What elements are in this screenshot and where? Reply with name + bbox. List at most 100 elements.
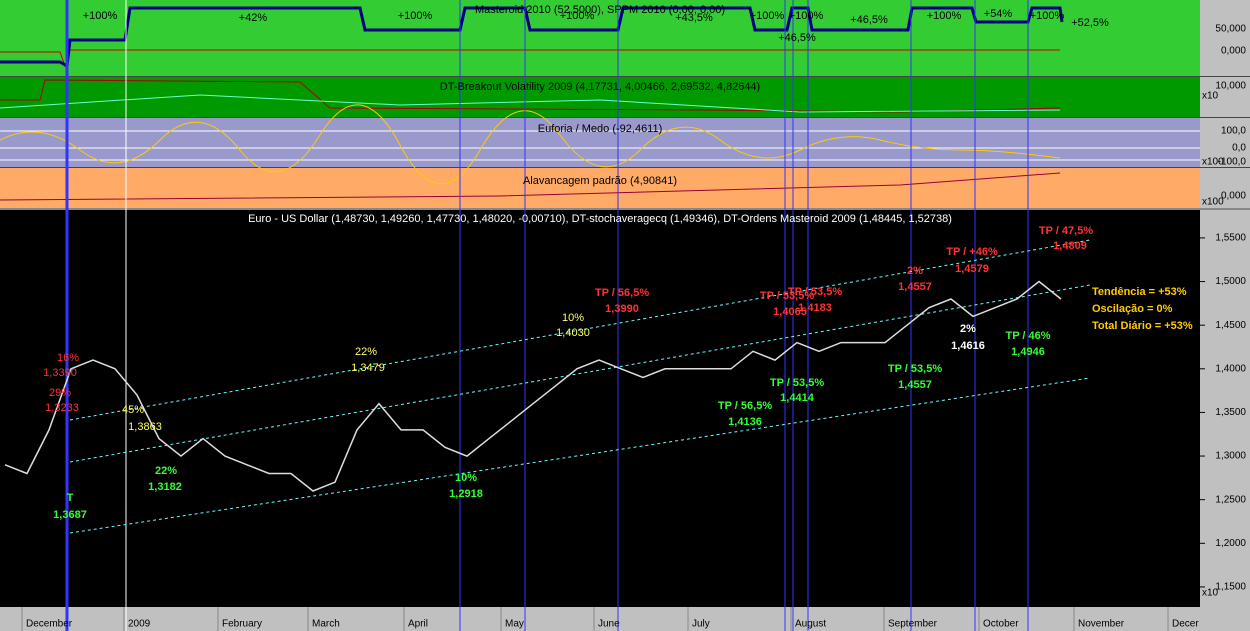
axis-label: x100 — [1202, 157, 1224, 168]
axis-label: 10,000 — [1215, 81, 1246, 92]
trade-annotation: TP / 46% — [1005, 330, 1050, 342]
x-tick-label: March — [312, 619, 340, 630]
trade-annotation: 1,4557 — [898, 281, 932, 293]
x-tick-label: November — [1078, 619, 1125, 630]
axis-label: x100 — [1202, 197, 1224, 208]
position-label: +43,5% — [675, 12, 713, 24]
x-tick-label: Decer — [1172, 619, 1199, 630]
channel-line — [69, 239, 1091, 421]
x-tick-label: December — [26, 619, 73, 630]
y-tick-label: 1,5500 — [1215, 233, 1246, 244]
axis-label: -100,0 — [1218, 157, 1247, 168]
x-tick-label: June — [598, 619, 620, 630]
y-tick-label: 1,4000 — [1215, 363, 1246, 374]
panel-title: DT-Breakout Volatility 2009 (4,17731, 4,… — [440, 81, 760, 93]
axis-label: x10 — [1202, 91, 1219, 102]
trade-annotation: TP / 56,5% — [718, 400, 772, 412]
x-tick-label: July — [692, 619, 710, 630]
x-tick-label: April — [408, 619, 428, 630]
y-tick-label: 1,3000 — [1215, 451, 1246, 462]
position-label: +46,5% — [778, 32, 816, 44]
y-tick-label: 1,2500 — [1215, 494, 1246, 505]
trade-annotation: TP / 53,5% — [788, 286, 842, 298]
x-axis — [0, 607, 1250, 631]
trade-annotation: 22% — [355, 346, 377, 358]
summary-label: Total Diário = +53% — [1092, 320, 1193, 332]
trade-annotation: 1,4183 — [798, 302, 832, 314]
trade-annotation: 1,4414 — [780, 392, 815, 404]
trade-annotation: 16% — [57, 352, 79, 364]
position-label: +100% — [927, 10, 962, 22]
axis-label: 0,0 — [1232, 143, 1246, 154]
masteroid-line — [0, 6, 1064, 69]
trade-annotation: 1,4579 — [955, 263, 989, 275]
volatility-line — [0, 94, 1061, 113]
x-tick-label: October — [983, 619, 1019, 630]
trade-annotation: 1,4065 — [773, 306, 807, 318]
trade-annotation: 1,3390 — [43, 367, 77, 379]
main-title: Euro - US Dollar (1,48730, 1,49260, 1,47… — [248, 213, 952, 225]
trade-annotation: TP / 53,5% — [770, 377, 824, 389]
trade-annotation: 1,3233 — [45, 402, 79, 414]
trade-annotation: TP / 47,5% — [1039, 225, 1093, 237]
trade-annotation: 1,4557 — [898, 379, 932, 391]
position-label: +46,5% — [850, 14, 888, 26]
masteroid-panel — [0, 0, 1200, 76]
channel-line — [69, 377, 1091, 534]
position-label: +42% — [239, 12, 268, 24]
trade-annotation: T — [67, 492, 74, 504]
position-label: +52,5% — [1071, 17, 1109, 29]
alavancagem-line — [0, 172, 1061, 201]
trade-annotation: 29% — [49, 387, 71, 399]
position-label: +100% — [789, 10, 824, 22]
x-tick-label: September — [888, 619, 938, 630]
y-tick-label: 1,4500 — [1215, 320, 1246, 331]
trade-annotation: 1,3863 — [128, 421, 162, 433]
y-tick-label: 1,3500 — [1215, 407, 1246, 418]
signal-lines — [65, 0, 1029, 631]
euforia-line — [0, 104, 1061, 185]
axis-label: 100,0 — [1221, 126, 1246, 137]
trade-annotation: 1,3990 — [605, 303, 639, 315]
x-tick-label: May — [505, 619, 524, 630]
trade-annotation: 22% — [155, 465, 177, 477]
position-label: +100% — [83, 10, 118, 22]
axis-label: 0,000 — [1221, 191, 1246, 202]
y-tick-label: 1,2000 — [1215, 538, 1246, 549]
trade-annotation: 1,4030 — [556, 327, 590, 339]
summary-label: Tendência = +53% — [1092, 286, 1187, 298]
position-label: +100% — [750, 10, 785, 22]
y-tick-label: 1,5000 — [1215, 276, 1246, 287]
trade-annotation: 2% — [907, 265, 923, 277]
axis-label: x10 — [1202, 588, 1219, 599]
euforia-panel — [0, 118, 1200, 167]
x-tick-label: 2009 — [128, 619, 151, 630]
position-label: +100% — [1030, 10, 1065, 22]
panel-title: Alavancagem padrão (4,90841) — [523, 175, 677, 187]
trade-annotation: TP / +46% — [946, 246, 998, 258]
trade-annotation: TP / 56,5% — [595, 287, 649, 299]
position-label: +100% — [398, 10, 433, 22]
position-label: +100% — [560, 10, 595, 22]
price-line — [4, 280, 1062, 492]
y-tick-label: 1,1500 — [1215, 582, 1246, 593]
x-tick-label: February — [222, 619, 262, 630]
trade-annotation: 10% — [455, 472, 477, 484]
trade-annotation: 10% — [562, 312, 584, 324]
trade-annotation: 45% — [122, 404, 144, 416]
trade-annotation: 1,3687 — [53, 509, 87, 521]
trade-annotation: 1,4809 — [1053, 240, 1087, 252]
trade-annotation: 2% — [960, 323, 976, 335]
trade-annotation: TP / 53,5% — [760, 290, 814, 302]
channel-line — [69, 284, 1091, 463]
right-axis — [1200, 0, 1250, 631]
x-tick-label: August — [795, 619, 826, 630]
trade-annotation: 1,3479 — [351, 362, 385, 374]
summary-label: Oscilação = 0% — [1092, 303, 1173, 315]
axis-label: 0,000 — [1221, 46, 1246, 57]
trade-annotation: 1,4946 — [1011, 346, 1045, 358]
panel-title: Euforia / Medo (-92,4611) — [538, 123, 663, 135]
trade-annotation: 1,4616 — [951, 340, 985, 352]
position-label: +54% — [984, 8, 1013, 20]
